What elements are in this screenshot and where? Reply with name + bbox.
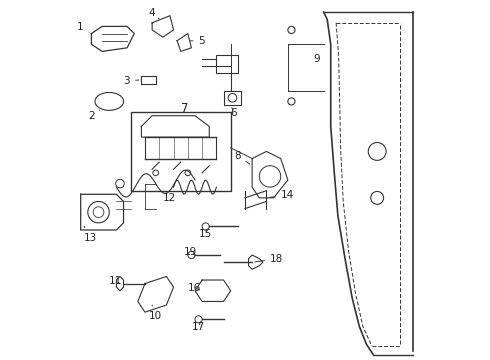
Text: 6: 6: [231, 108, 237, 118]
Text: 13: 13: [84, 226, 98, 243]
Bar: [223, 91, 242, 105]
Text: 14: 14: [269, 190, 294, 200]
Text: 16: 16: [188, 283, 201, 293]
Text: 11: 11: [109, 276, 122, 285]
Text: 10: 10: [148, 305, 162, 321]
Text: 4: 4: [148, 8, 159, 19]
Bar: [131, 112, 231, 191]
Text: 17: 17: [192, 322, 205, 332]
Text: 12: 12: [163, 193, 176, 203]
Text: 2: 2: [88, 110, 100, 121]
Text: 7: 7: [180, 102, 188, 115]
Text: 8: 8: [234, 150, 250, 164]
Text: 3: 3: [123, 76, 139, 86]
Text: 5: 5: [191, 36, 205, 46]
Text: 9: 9: [313, 54, 320, 64]
Text: 18: 18: [255, 254, 283, 264]
Bar: [217, 55, 238, 73]
Text: 19: 19: [184, 247, 197, 257]
Text: 1: 1: [77, 22, 89, 32]
Text: 15: 15: [198, 229, 212, 239]
